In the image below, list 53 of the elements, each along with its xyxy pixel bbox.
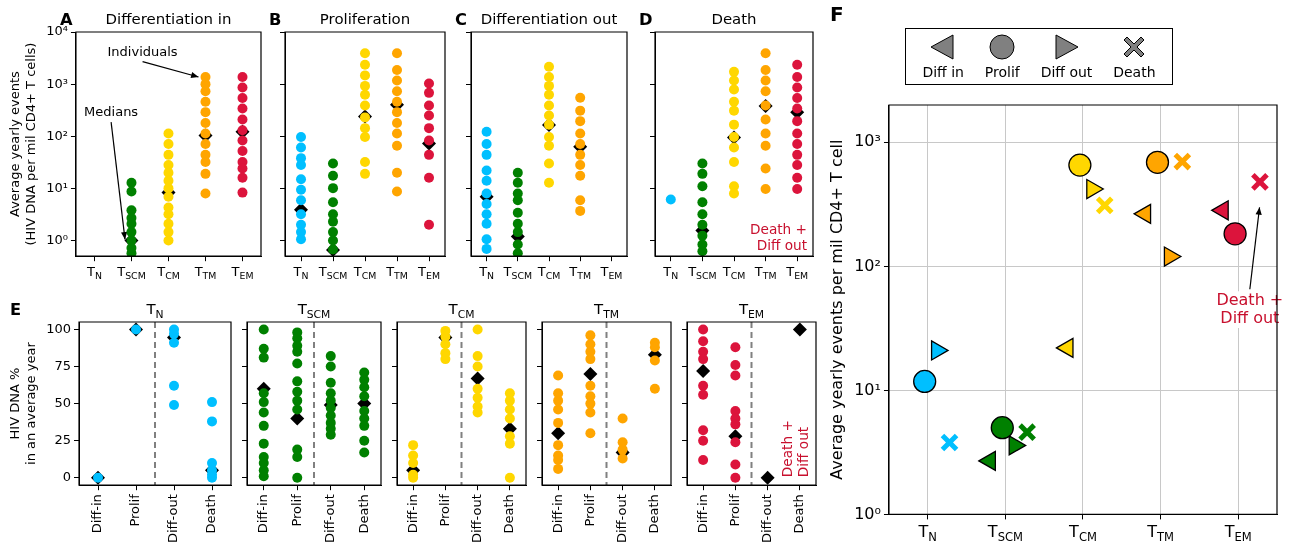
annotation: Death + Diff out (749, 221, 808, 253)
x-tick-label: Death (501, 494, 517, 534)
x-tick-label: Death (646, 494, 662, 534)
x-tick-label: Death (203, 494, 219, 534)
y-tick-label: 10¹ (854, 379, 881, 399)
text: C (455, 9, 467, 29)
y-tick-label: 75 (54, 357, 72, 373)
x-tick-label: Prolif (127, 493, 143, 527)
text: E (10, 299, 22, 319)
y-tick-label: 50 (54, 394, 72, 410)
x-tick-label: Diff-out (322, 494, 338, 543)
y-tick-label: 10³ (46, 75, 68, 91)
x-tick-label: Prolif (436, 493, 452, 527)
y-tick-label: 10² (854, 255, 881, 275)
y-axis-title: Average yearly events (HIV DNA per mil CD4+ T cells) (7, 42, 38, 246)
x-tick-label: Death (355, 494, 371, 534)
text: D (639, 9, 653, 29)
x-tick-label: Diff-out (614, 494, 629, 543)
y-tick-label: 0 (62, 469, 72, 485)
x-tick-label: Prolif (726, 493, 742, 527)
y-tick-label: 10⁰ (46, 231, 68, 247)
text: F (830, 2, 844, 27)
x-tick-label: Diff-in (694, 494, 710, 534)
x-tick-label: Diff-in (89, 494, 105, 534)
y-tick-label: 25 (54, 432, 72, 448)
x-tick-label: Prolif (581, 493, 597, 527)
x-tick-label: Diff-out (759, 494, 774, 543)
text: Prolif (984, 64, 1020, 80)
text: Diff out (1040, 64, 1093, 80)
x-tick-label: Diff-out (469, 494, 484, 543)
x-tick-label: Diff-out (165, 494, 181, 543)
text: Diff in (922, 64, 964, 80)
y-tick-label: 10¹ (46, 179, 68, 195)
chart-title: Differentiation out (480, 10, 618, 29)
y-tick-label: 10² (46, 127, 68, 143)
x-tick-label: Death (791, 494, 807, 534)
x-tick-label: Diff-in (549, 494, 565, 534)
annotation: Death + Diff out (778, 420, 811, 478)
y-axis-title: Average yearly events per mil CD4+ T cell (826, 139, 846, 480)
text: B (269, 9, 282, 29)
annotation: Individuals (107, 43, 178, 59)
y-tick-label: 10⁰ (854, 503, 881, 523)
x-tick-label: Diff-in (255, 494, 271, 534)
chart-title: Death (711, 10, 757, 29)
x-tick-label: Prolif (288, 493, 304, 527)
text: Death (1113, 64, 1156, 80)
annotation: Medians (84, 104, 139, 120)
y-axis-title: HIV DNA % in an average year (7, 341, 38, 465)
chart-title: Proliferation (319, 10, 411, 29)
x-tick-label: Diff-in (404, 494, 420, 534)
y-tick-label: 10³ (854, 131, 881, 151)
chart-title: Differentiation in (105, 10, 232, 29)
y-tick-label: 100 (46, 320, 72, 336)
